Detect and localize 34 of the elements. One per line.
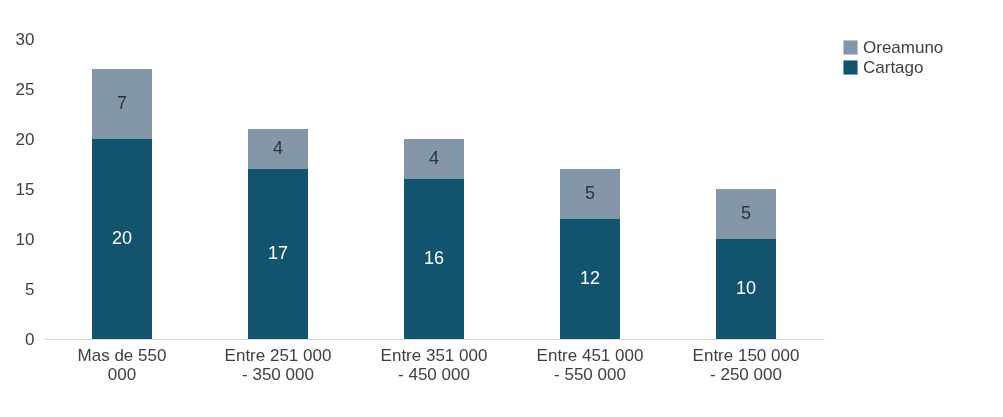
bar — [716, 239, 776, 339]
data-label: 4 — [428, 148, 440, 168]
y-tick-label: 30 — [15, 29, 35, 49]
bar — [248, 169, 308, 339]
data-label: 5 — [740, 203, 752, 223]
bar — [560, 169, 620, 219]
data-label: 17 — [267, 243, 289, 263]
bar — [404, 179, 464, 339]
data-label: 7 — [116, 93, 128, 113]
legend-label: Cartago — [863, 57, 924, 77]
data-label: 4 — [272, 138, 284, 158]
y-tick-label: 15 — [15, 179, 35, 199]
x-tick-label: Entre 251 000 - 350 000 — [224, 345, 332, 384]
data-label: 5 — [584, 183, 596, 203]
y-tick-label: 5 — [25, 279, 35, 299]
x-tick-label: Entre 451 000 - 550 000 — [536, 345, 644, 384]
bar — [404, 139, 464, 179]
data-label: 10 — [735, 278, 757, 298]
data-label: 20 — [111, 228, 133, 248]
bar — [248, 129, 308, 169]
bar — [92, 69, 152, 139]
bar — [92, 139, 152, 339]
data-label: 12 — [579, 268, 601, 288]
y-tick-label: 10 — [15, 229, 35, 249]
data-label: 16 — [423, 248, 445, 268]
bar — [560, 219, 620, 339]
y-tick-label: 20 — [15, 129, 35, 149]
bar — [716, 189, 776, 239]
x-tick-label: Mas de 550 000 — [77, 345, 167, 384]
y-tick-label: 25 — [15, 79, 35, 99]
legend-label: Oreamuno — [863, 37, 944, 57]
y-tick-label: 0 — [25, 329, 35, 349]
x-tick-label: Entre 351 000 - 450 000 — [380, 345, 488, 384]
x-tick-label: Entre 150 000 - 250 000 — [692, 345, 800, 384]
